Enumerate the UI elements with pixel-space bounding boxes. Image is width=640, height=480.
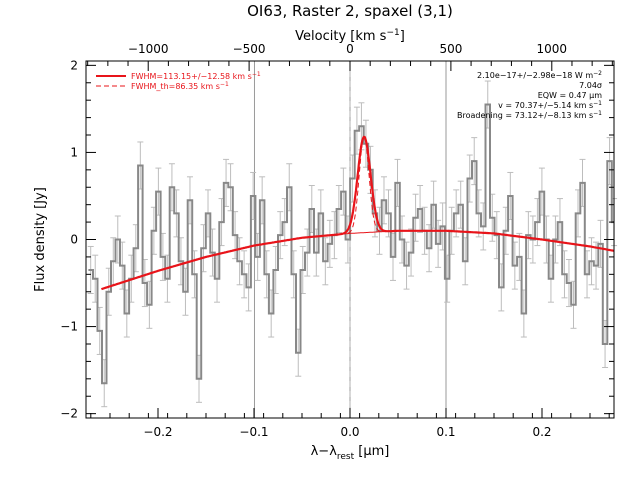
x-tick-label: −0.2 <box>143 425 172 439</box>
top-axis-label-sup: −1 <box>386 28 399 38</box>
annotation-significance-text: 7.04σ <box>579 81 602 90</box>
annotation-velocity-text: v = 70.37+/−5.14 km s <box>498 101 593 110</box>
fit-annotations: 2.10e−17+/−2.98e−18 W m−2 7.04σ EQW = 0.… <box>457 70 602 120</box>
top-tick-label: 0 <box>346 42 354 56</box>
x-axis-label: λ−λ <box>311 444 338 459</box>
annotation-eqw-text: EQW = 0.47 μm <box>538 91 602 100</box>
axis-ticks: −0.2 −0.1 0.0 0.1 0.2 −2 −1 0 1 2 −1000 −500 0 500 100… <box>60 42 614 439</box>
y-axis-title: Flux density [Jy] <box>33 187 48 292</box>
top-tick-label: −500 <box>233 42 266 56</box>
top-axis-title: Velocity [km s−1] <box>295 28 405 44</box>
x-tick-label: 0.1 <box>436 425 455 439</box>
top-axis-label: Velocity [km s <box>295 29 387 44</box>
legend-label-fwhm-sup: −1 <box>252 71 261 78</box>
legend-label-fwhm-th: FWHM_th=86.35 km s−1 <box>131 81 229 91</box>
annotation-velocity: v = 70.37+/−5.14 km s−1 <box>498 100 602 110</box>
annotation-broadening: Broadening = 73.12+/−8.13 km s−1 <box>457 110 602 120</box>
top-tick-label: −1000 <box>128 42 169 56</box>
top-tick-label: 500 <box>439 42 462 56</box>
y-tick-label: 2 <box>70 58 78 72</box>
y-tick-label: 1 <box>70 145 78 159</box>
fit-total-curve <box>100 135 615 291</box>
y-tick-label: 0 <box>70 233 78 247</box>
legend-label-fwhm-th-sup: −1 <box>220 81 229 88</box>
legend-label-fwhm: FWHM=113.15+/−12.58 km s−1 <box>131 71 261 81</box>
x-axis-title: λ−λrest [μm] <box>311 444 390 462</box>
annotation-flux: 2.10e−17+/−2.98e−18 W m−2 <box>477 70 602 80</box>
legend-label-fwhm-text: FWHM=113.15+/−12.58 km s <box>131 72 252 81</box>
legend-label-fwhm-th-text: FWHM_th=86.35 km s <box>131 82 220 91</box>
legend: FWHM=113.15+/−12.58 km s−1 FWHM_th=86.35… <box>96 71 261 91</box>
annotation-broadening-sup: −1 <box>593 110 602 117</box>
annotation-velocity-sup: −1 <box>593 100 602 107</box>
x-tick-label: 0.0 <box>340 425 359 439</box>
y-tick-label: −1 <box>60 320 78 334</box>
spectrum-step-line <box>88 103 614 385</box>
annotation-significance: 7.04σ <box>579 81 602 90</box>
y-tick-label: −2 <box>60 407 78 421</box>
x-tick-label: −0.1 <box>239 425 268 439</box>
x-axis-label-sub: rest <box>337 452 355 462</box>
error-bars <box>87 80 618 408</box>
x-axis-label-unit: [μm] <box>354 444 389 459</box>
annotation-broadening-text: Broadening = 73.12+/−8.13 km s <box>457 111 593 120</box>
top-axis-label-end: ] <box>400 29 405 44</box>
annotation-eqw: EQW = 0.47 μm <box>538 91 602 100</box>
top-tick-label: 1000 <box>537 42 568 56</box>
annotation-flux-sup: −2 <box>593 70 602 77</box>
spectrum-steps <box>88 103 614 385</box>
x-tick-label: 0.2 <box>532 425 551 439</box>
chart-title: OI63, Raster 2, spaxel (3,1) <box>247 2 453 20</box>
annotation-flux-text: 2.10e−17+/−2.98e−18 W m <box>477 71 593 80</box>
fit-curves <box>100 135 615 291</box>
